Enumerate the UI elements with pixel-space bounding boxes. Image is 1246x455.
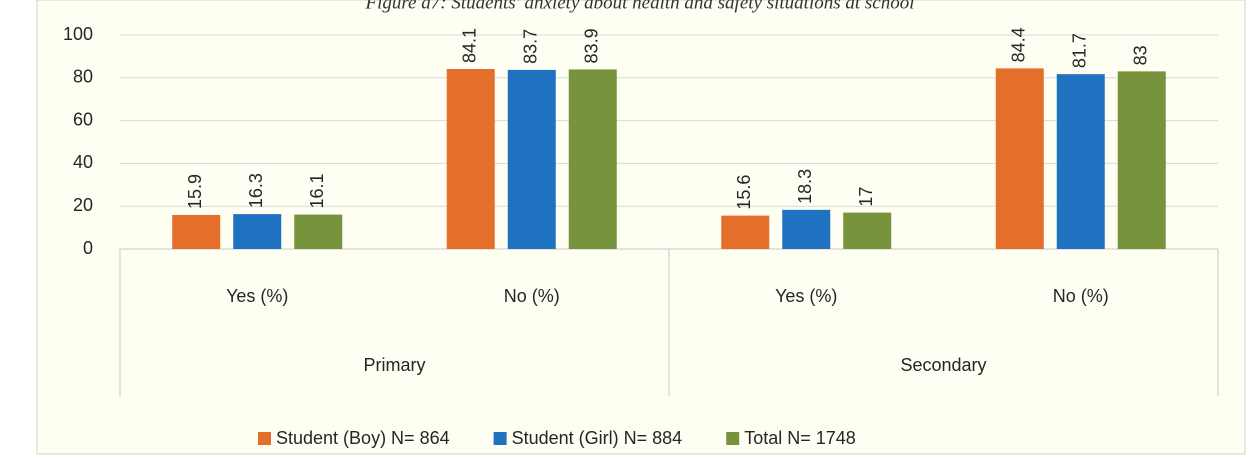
y-tick-label: 40	[73, 152, 93, 172]
group-label: Secondary	[900, 355, 986, 375]
y-tick-label: 20	[73, 195, 93, 215]
group-label: Primary	[364, 355, 426, 375]
legend-swatch	[493, 432, 507, 445]
value-label: 83.7	[521, 29, 541, 64]
bar	[507, 69, 556, 250]
y-tick-label: 0	[83, 238, 93, 258]
legend-label: Student (Girl) N= 884	[512, 428, 683, 448]
chart-title: Figure a7: Students' anxiety about healt…	[364, 0, 914, 13]
value-label: 81.7	[1070, 33, 1090, 68]
value-label: 84.1	[460, 28, 480, 63]
value-label: 16.1	[307, 173, 327, 208]
value-label: 84.4	[1009, 27, 1029, 62]
bar	[233, 214, 282, 249]
bar	[294, 214, 343, 249]
y-tick-label: 60	[73, 109, 93, 129]
y-tick-label: 100	[63, 24, 93, 44]
bar	[568, 69, 617, 249]
value-label: 83.9	[582, 28, 602, 63]
bar	[843, 212, 892, 249]
value-label: 18.3	[795, 169, 815, 204]
bar	[995, 68, 1044, 249]
bar	[721, 215, 770, 249]
bar	[446, 69, 495, 249]
bar	[782, 209, 831, 249]
value-label: 17	[856, 187, 876, 207]
legend-swatch	[258, 432, 271, 445]
value-label: 15.9	[185, 174, 205, 209]
legend-label: Total N= 1748	[744, 428, 856, 448]
y-tick-label: 80	[73, 67, 93, 87]
value-label: 15.6	[734, 175, 754, 210]
value-label: 83	[1131, 45, 1151, 65]
bar	[1056, 74, 1105, 249]
x-tick-label: Yes (%)	[775, 286, 837, 306]
legend-swatch	[726, 432, 740, 445]
bar	[1117, 71, 1166, 249]
x-tick-label: Yes (%)	[226, 286, 288, 306]
value-label: 16.3	[246, 173, 266, 208]
x-tick-label: No (%)	[504, 286, 560, 306]
legend-label: Student (Boy) N= 864	[276, 428, 450, 448]
bar	[172, 214, 221, 249]
x-tick-label: No (%)	[1053, 286, 1109, 306]
